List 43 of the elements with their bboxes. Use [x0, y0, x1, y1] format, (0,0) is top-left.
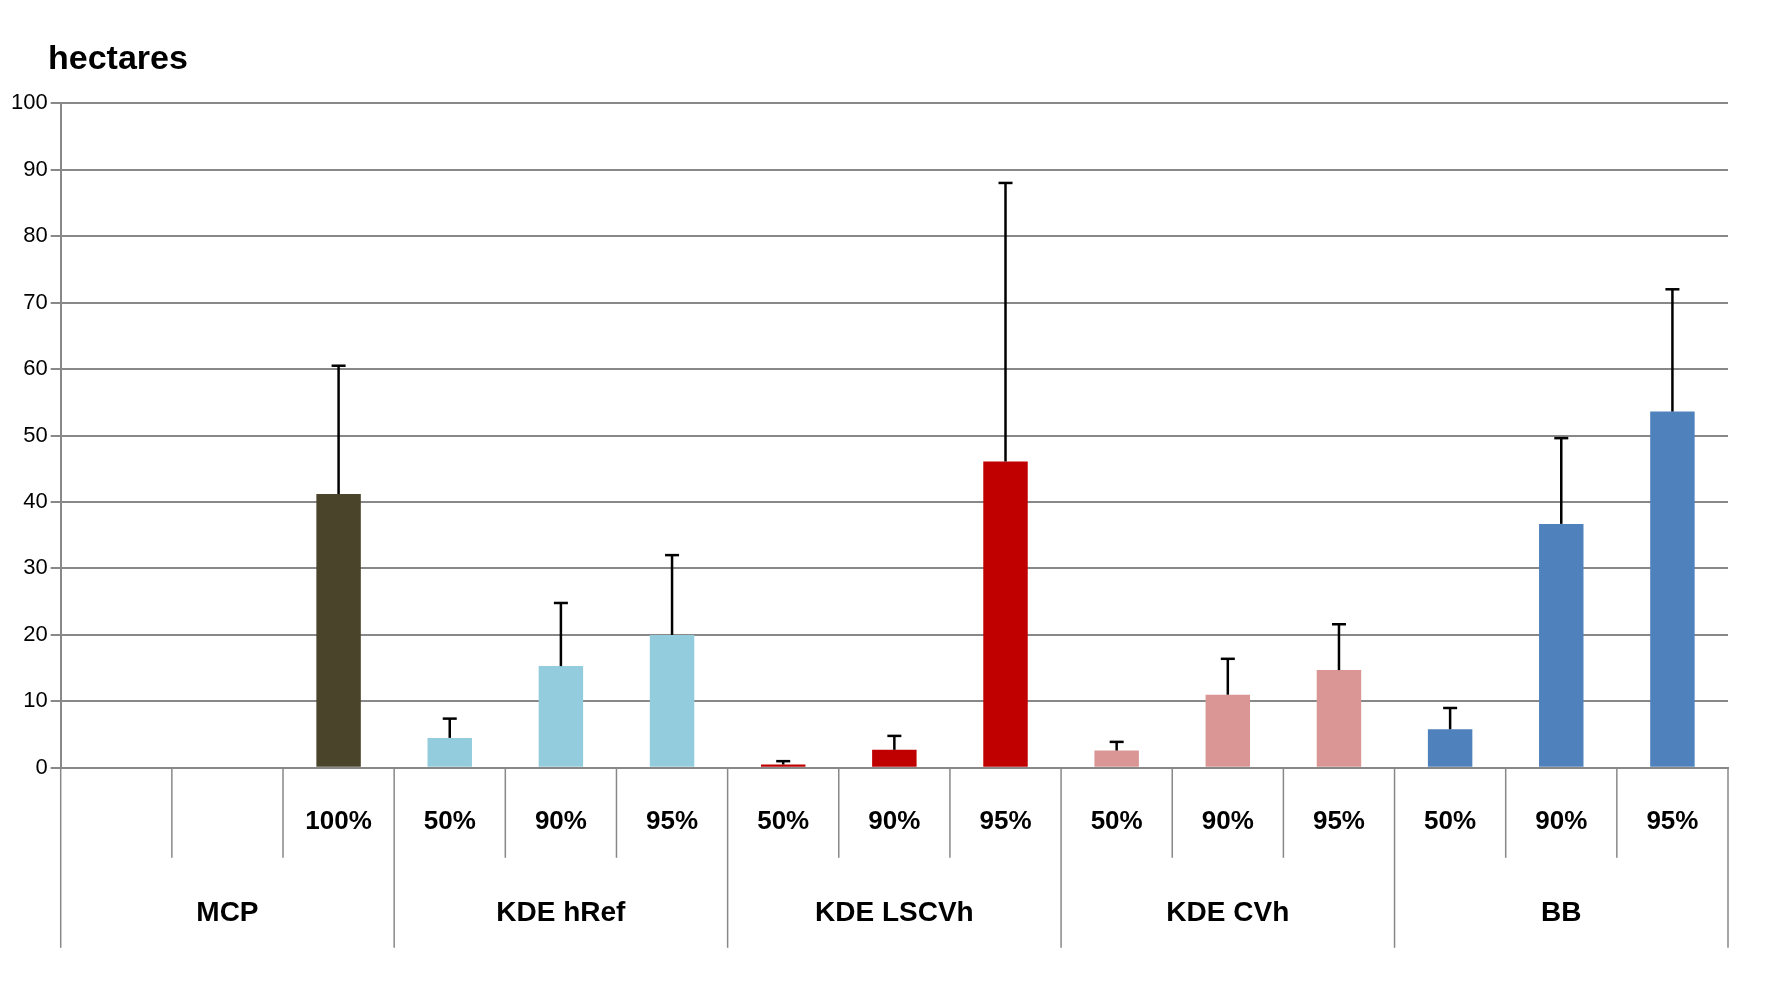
- bar: [1316, 670, 1362, 767]
- text: KDE CVh: [1166, 895, 1290, 927]
- bar: [1427, 729, 1473, 767]
- bar: [427, 737, 472, 767]
- bar: [872, 749, 917, 767]
- bar: [649, 634, 695, 767]
- bar: [316, 493, 361, 767]
- y-axis-title: hectares: [47, 37, 189, 78]
- x-tick-label: 50%: [757, 804, 810, 835]
- bar: [760, 764, 806, 767]
- y-tick-label: 10: [23, 687, 48, 713]
- text: MCP: [196, 895, 259, 927]
- y-tick-label: 0: [35, 753, 48, 779]
- x-tick-label: 50%: [1090, 804, 1143, 835]
- x-tick-label: 95%: [979, 804, 1032, 835]
- x-tick-label: 95%: [1646, 804, 1699, 835]
- x-tick-label: 95%: [646, 804, 699, 835]
- bar: [1539, 523, 1584, 767]
- x-tick-label: 50%: [1424, 804, 1477, 835]
- bar: [538, 666, 584, 767]
- x-tick-label: 100%: [305, 804, 372, 835]
- bar: [1650, 411, 1695, 767]
- y-tick-label: 100: [10, 89, 48, 115]
- y-tick-label: 50: [23, 421, 48, 447]
- y-tick-label: 90: [23, 155, 48, 181]
- y-tick-label: 60: [23, 355, 48, 381]
- text: KDE LSCVh: [815, 895, 974, 927]
- x-tick-label: 90%: [1535, 804, 1588, 835]
- x-tick-label: 50%: [423, 804, 476, 835]
- y-tick-label: 20: [23, 620, 48, 646]
- y-tick-label: 70: [23, 288, 48, 314]
- y-tick-label: 80: [23, 222, 48, 248]
- text: KDE hRef: [496, 895, 627, 927]
- x-tick-label: 95%: [1312, 804, 1365, 835]
- bar: [1094, 750, 1139, 767]
- x-tick-label: 90%: [1201, 804, 1254, 835]
- x-tick-label: 90%: [868, 804, 921, 835]
- y-tick-label: 30: [23, 554, 48, 580]
- text: BB: [1541, 895, 1582, 927]
- bar: [1205, 694, 1251, 767]
- bar: [983, 461, 1028, 767]
- y-tick-label: 40: [23, 488, 48, 514]
- x-tick-label: 90%: [534, 804, 587, 835]
